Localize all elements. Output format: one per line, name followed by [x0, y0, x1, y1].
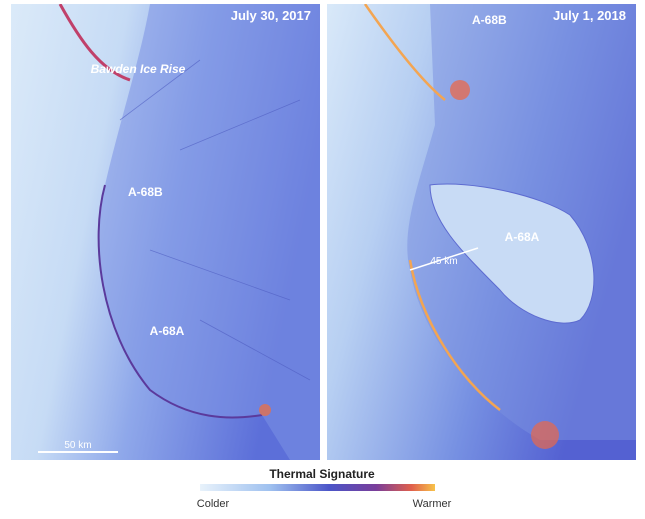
place-label: Bawden Ice Rise: [91, 62, 186, 76]
iceberg-label: A-68A: [505, 230, 540, 244]
iceberg-label: A-68B: [472, 13, 507, 27]
right-panel: [327, 4, 636, 460]
date-label: July 30, 2017: [231, 8, 311, 23]
left-panel: [11, 4, 320, 460]
date-label: July 1, 2018: [553, 8, 626, 23]
legend-low: Colder: [197, 498, 230, 510]
measure-label: 45 km: [430, 256, 457, 267]
color-scale: [200, 484, 435, 491]
legend-high: Warmer: [413, 498, 452, 510]
legend-title: Thermal Signature: [269, 467, 375, 481]
scale-label: 50 km: [64, 440, 91, 451]
iceberg-label: A-68B: [128, 185, 163, 199]
iceberg-label: A-68A: [150, 324, 185, 338]
